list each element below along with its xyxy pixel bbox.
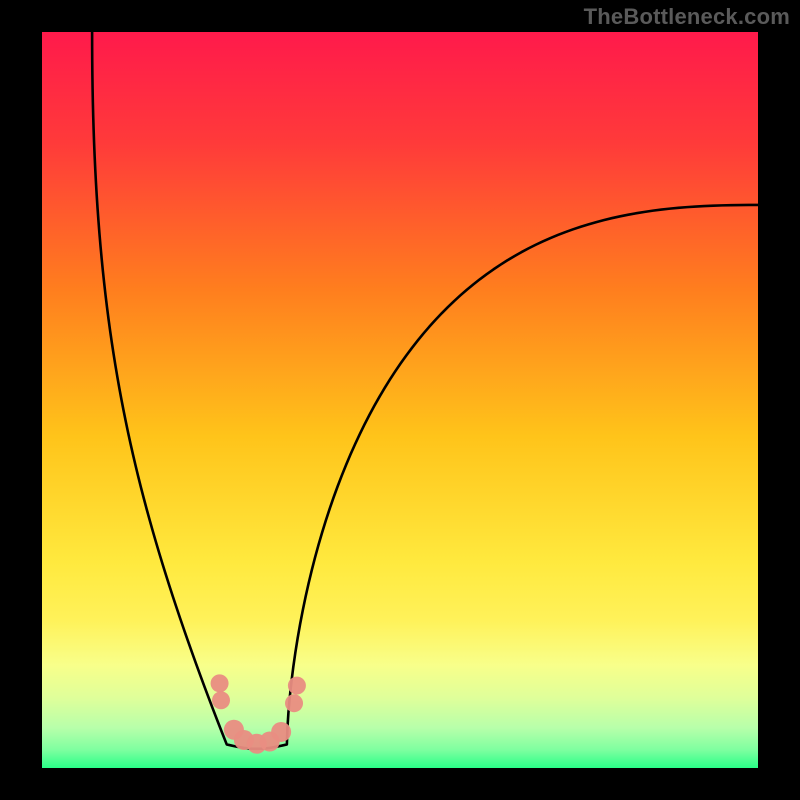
chart-frame: { "canvas": { "width": 800, "height": 80… <box>0 0 800 800</box>
curve-marker <box>285 694 303 712</box>
chart-canvas <box>0 0 800 800</box>
curve-marker <box>271 722 291 742</box>
curve-marker <box>288 677 306 695</box>
plot-background <box>42 32 758 768</box>
curve-marker <box>211 674 229 692</box>
watermark-text: TheBottleneck.com <box>584 4 790 30</box>
curve-marker <box>212 691 230 709</box>
